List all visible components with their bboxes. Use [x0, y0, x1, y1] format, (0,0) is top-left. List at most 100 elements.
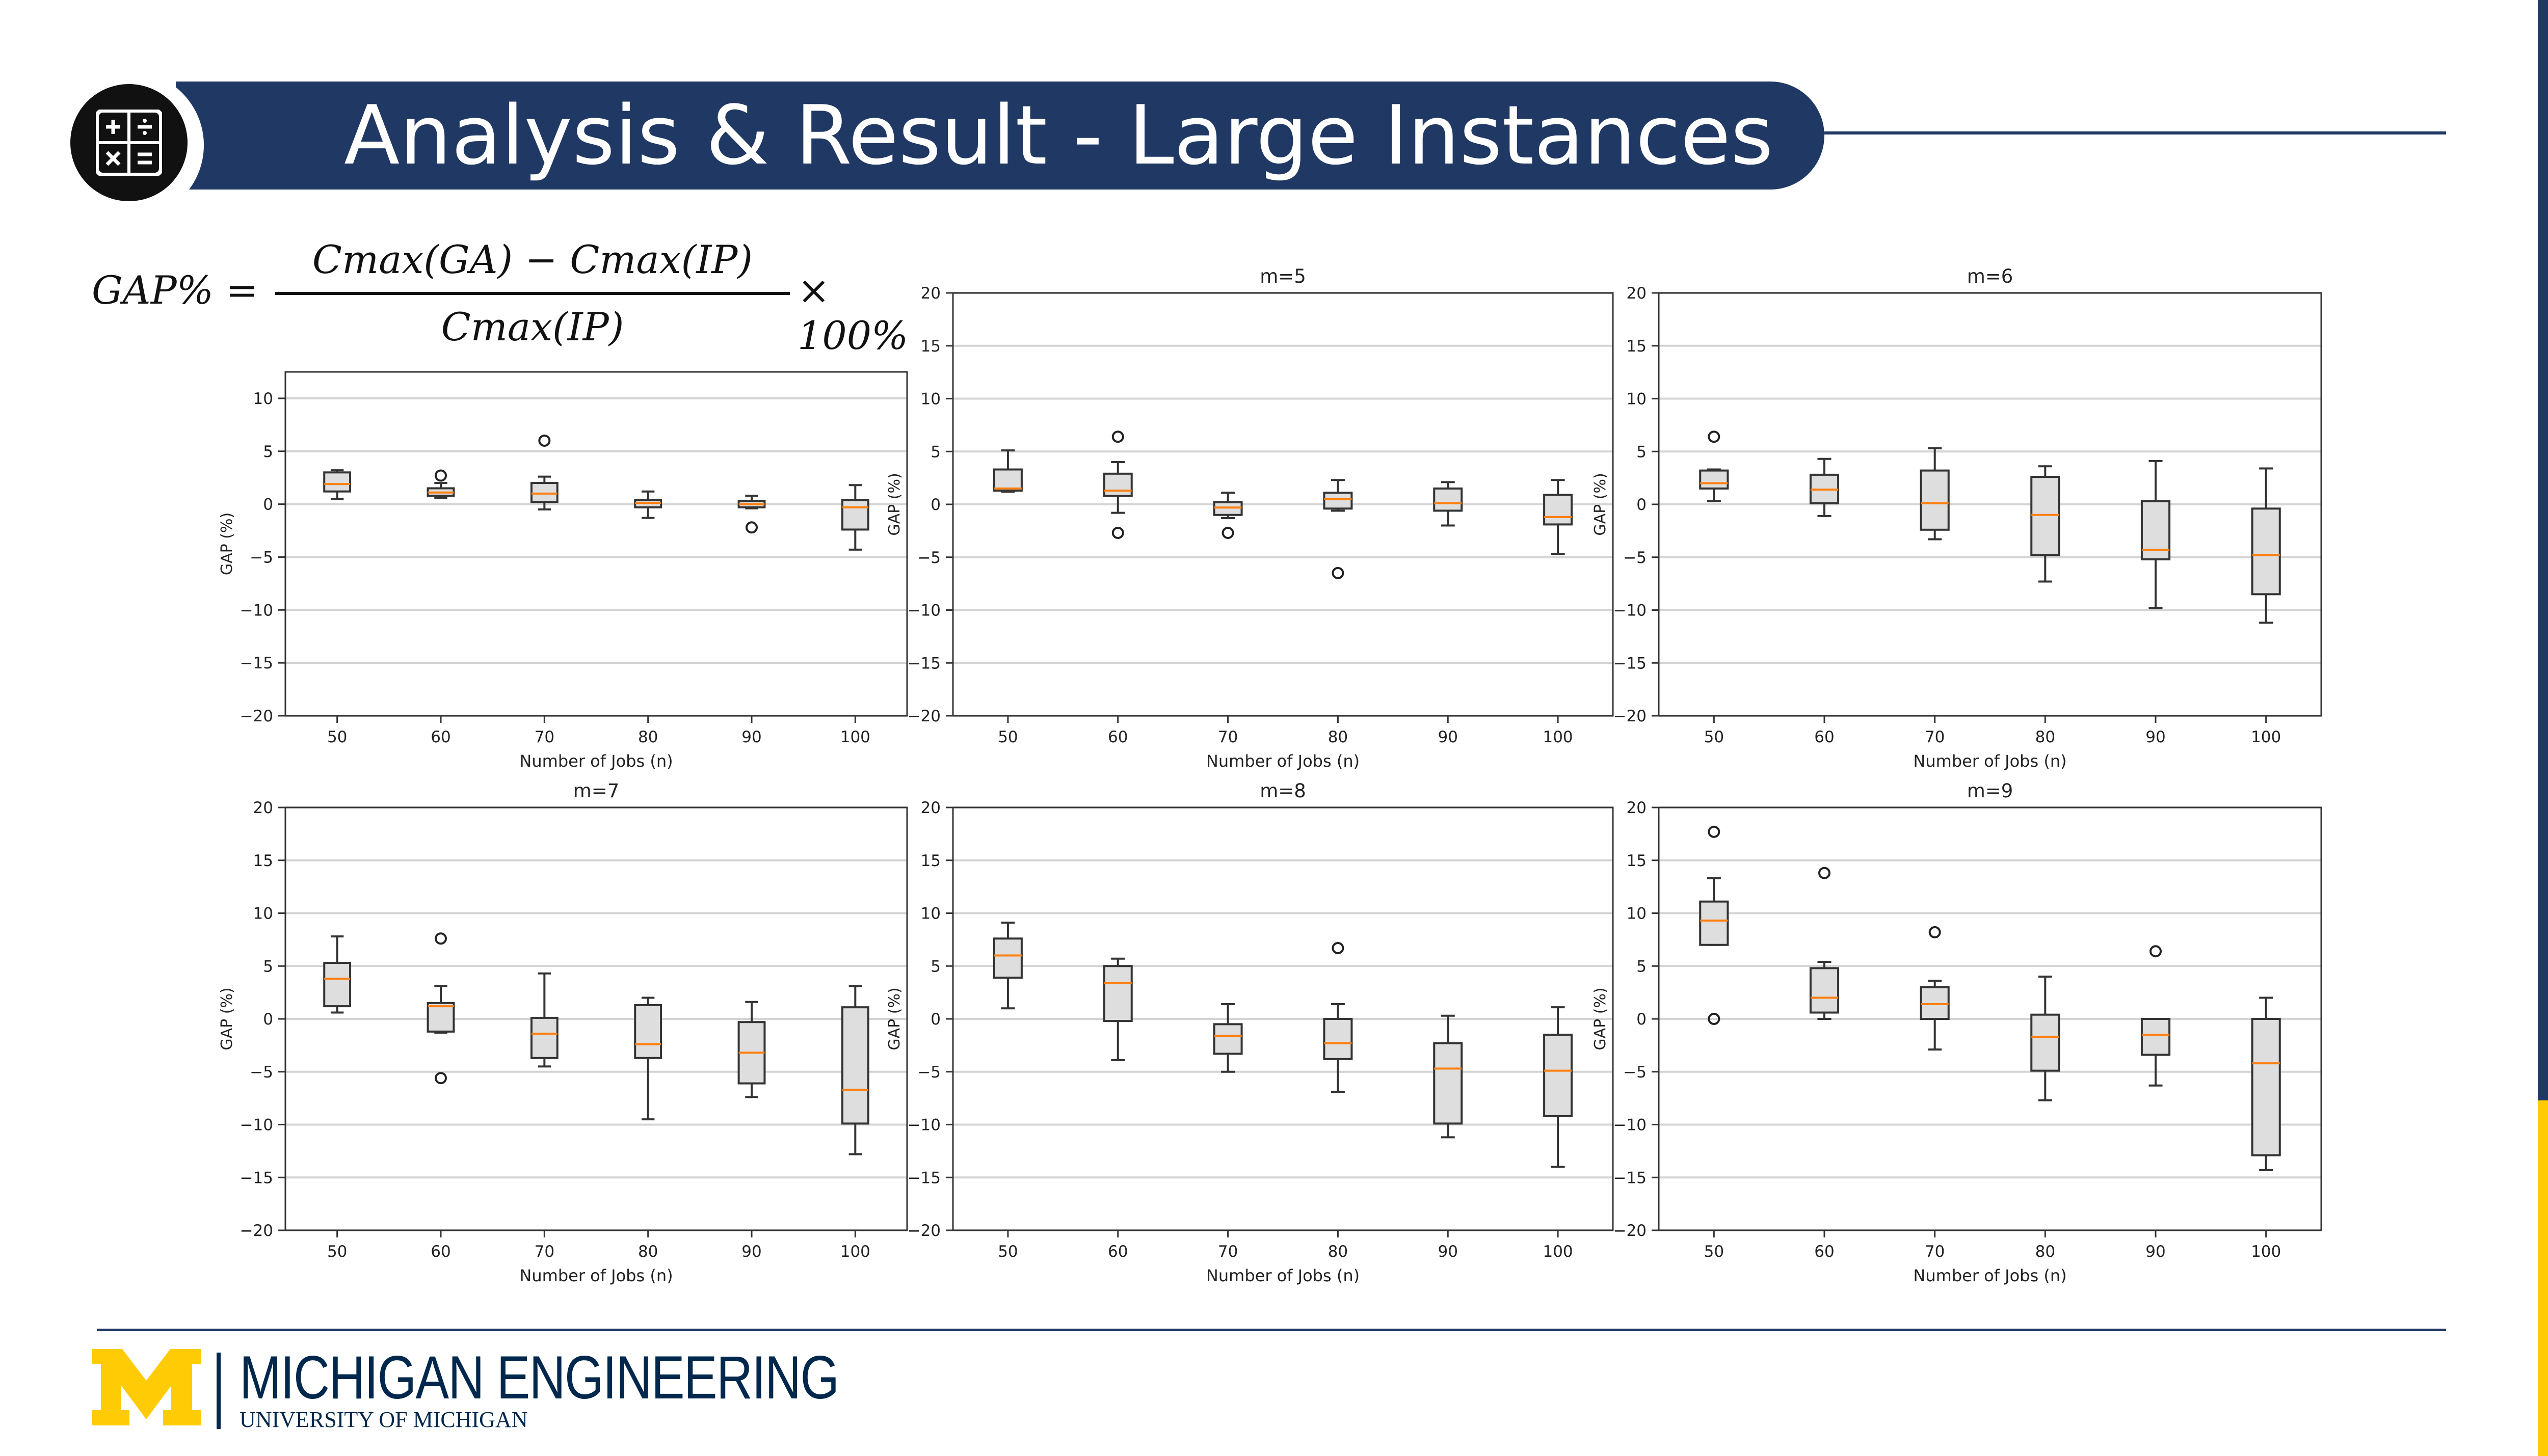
x-tick-label: 80 [2035, 1243, 2055, 1261]
box-iqr [2251, 1018, 2281, 1156]
outlier-point [1222, 527, 1234, 540]
y-tick-label: −10 [908, 1116, 941, 1135]
y-tick-label: 5 [931, 957, 941, 976]
plot-frame [284, 806, 908, 1231]
box-iqr [2030, 476, 2060, 556]
chart-title: m=9 [1967, 780, 2013, 802]
y-tick-label: 0 [1636, 496, 1647, 514]
outlier-point [2149, 945, 2162, 958]
box-iqr [1103, 965, 1133, 1022]
y-tick-label: −20 [240, 707, 273, 725]
x-tick-label: 90 [2145, 1243, 2165, 1261]
y-tick-label: 10 [253, 390, 273, 408]
y-tick-label: 15 [253, 852, 273, 870]
x-axis-label: Number of Jobs (n) [1913, 751, 2066, 771]
y-tick-label: −10 [240, 1116, 273, 1135]
x-tick-label: 70 [1218, 728, 1238, 746]
x-tick-label: 90 [1438, 728, 1458, 746]
formula-tail: × 100% [798, 267, 909, 358]
y-tick-label: −15 [908, 654, 941, 672]
x-tick-label: 90 [741, 728, 761, 746]
box-iqr [1543, 494, 1573, 526]
box-iqr [1213, 501, 1243, 516]
x-tick-label: 60 [1108, 1243, 1128, 1261]
y-tick-label: 20 [1627, 799, 1647, 817]
outlier-point [1111, 527, 1124, 540]
y-tick-label: 0 [263, 1010, 273, 1029]
outlier-point [1111, 430, 1124, 443]
y-tick-label: −20 [908, 707, 941, 725]
box-iqr [1920, 986, 1950, 1020]
fraction-bar [275, 292, 790, 295]
x-axis-label: Number of Jobs (n) [1206, 1266, 1360, 1285]
side-accent-gold [2538, 1100, 2548, 1456]
box-iqr [1920, 469, 1950, 531]
y-tick-label: 15 [1627, 852, 1647, 870]
x-tick-label: 60 [1814, 728, 1834, 746]
box-iqr [1543, 1034, 1573, 1117]
y-tick-label: 20 [921, 284, 941, 303]
x-tick-label: 100 [840, 1243, 870, 1261]
x-tick-label: 80 [1328, 728, 1348, 746]
y-tick-label: −20 [240, 1222, 273, 1240]
outlier-point [1708, 1013, 1720, 1025]
outlier-point [435, 1072, 447, 1085]
y-tick-label: 5 [1636, 443, 1647, 461]
formula-numerator: Cmax(GA) − Cmax(IP) [312, 237, 753, 282]
x-tick-label: 100 [2251, 728, 2281, 746]
x-tick-label: 80 [1328, 1243, 1348, 1261]
x-tick-label: 90 [2145, 728, 2165, 746]
x-tick-label: 50 [327, 1243, 347, 1261]
y-tick-label: 10 [921, 390, 941, 409]
y-tick-label: 0 [931, 496, 941, 514]
box-iqr [530, 482, 559, 503]
y-tick-label: −5 [917, 549, 941, 567]
x-axis-label: Number of Jobs (n) [519, 751, 673, 771]
y-tick-label: 0 [1636, 1010, 1647, 1029]
y-tick-label: −15 [240, 654, 273, 672]
box-iqr [841, 499, 869, 531]
plot-frame [1658, 806, 2322, 1231]
box-iqr [530, 1016, 559, 1059]
x-tick-label: 70 [535, 728, 554, 746]
y-tick-label: −10 [908, 602, 941, 620]
box-iqr [2251, 507, 2281, 596]
footer-rule [97, 1329, 2446, 1331]
y-axis-label: GAP (%) [886, 987, 904, 1050]
header-band [176, 82, 1824, 190]
x-tick-label: 70 [1925, 1243, 1945, 1261]
formula-fraction: Cmax(GA) − Cmax(IP) Cmax(IP) [275, 232, 790, 355]
outlier-point [746, 521, 758, 534]
plot-frame [952, 292, 1614, 717]
box-iqr [1213, 1023, 1243, 1055]
y-tick-label: 15 [1627, 337, 1647, 356]
x-tick-label: 50 [998, 728, 1018, 746]
y-tick-label: 10 [921, 905, 941, 923]
x-tick-label: 100 [1543, 1243, 1573, 1261]
box-iqr [1699, 900, 1729, 946]
x-tick-label: 90 [1438, 1243, 1458, 1261]
box-iqr [427, 1002, 455, 1033]
y-tick-label: −20 [908, 1222, 941, 1240]
y-tick-label: 20 [921, 799, 941, 817]
x-axis-label: Number of Jobs (n) [1206, 751, 1360, 771]
formula-denominator: Cmax(IP) [441, 304, 624, 349]
block-m-logo [92, 1349, 201, 1425]
box-iqr [1433, 1042, 1463, 1125]
x-tick-label: 70 [535, 1243, 554, 1261]
outlier-point [1928, 926, 1941, 938]
box-iqr [993, 937, 1023, 979]
outlier-point [435, 932, 447, 945]
y-tick-label: −20 [1613, 707, 1647, 725]
brand-name: MICHIGAN ENGINEERING [240, 1343, 839, 1412]
chart-title: m=5 [1260, 265, 1306, 287]
y-tick-label: −5 [250, 1063, 273, 1082]
x-tick-label: 100 [1543, 728, 1573, 746]
y-tick-label: 10 [253, 905, 273, 923]
y-tick-label: 15 [921, 337, 941, 356]
y-tick-label: −10 [1613, 602, 1647, 620]
y-tick-label: −5 [250, 548, 273, 567]
